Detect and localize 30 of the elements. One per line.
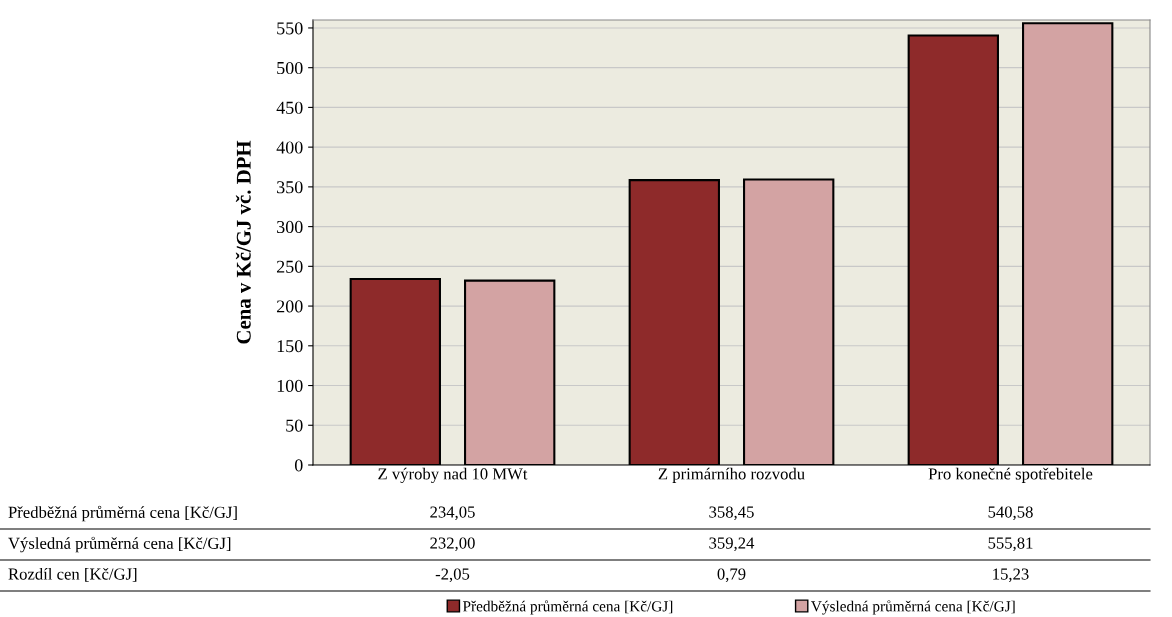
data-label: 359,24 [709, 537, 755, 552]
data-label: 234,05 [430, 506, 475, 521]
x-tick-label: Pro konečné spotřebitele [928, 467, 1093, 483]
x-tick-label: Z výroby nad 10 MWt [378, 467, 528, 483]
y-axis-title: Cena v Kč/GJ vč. DPH [235, 140, 251, 344]
text: 15,23 [993, 568, 1029, 583]
text: Výsledná průměrná cena [Kč/GJ] [8, 536, 231, 553]
text: Rozdíl cen [Kč/GJ] [8, 567, 137, 582]
y-tick-label: 550 [277, 22, 303, 35]
y-tick-label: 250 [276, 260, 303, 273]
y-tick-label: 300 [277, 220, 303, 234]
y-tick-label: 450 [276, 101, 303, 114]
data-label: 358,45 [709, 506, 754, 521]
y-tick-label: 100 [277, 379, 303, 392]
text: 0,79 [717, 568, 746, 583]
data-label: 555,81 [988, 537, 1033, 552]
y-tick-label: 0 [294, 459, 303, 472]
legend-label: Předběžná průměrná cena [Kč/GJ] [462, 600, 673, 615]
text: -2,05 [435, 568, 470, 583]
legend-label: Výsledná průměrná cena [Kč/GJ] [811, 600, 1015, 615]
y-tick-label: 350 [277, 181, 303, 194]
y-tick-label: 150 [277, 340, 303, 353]
y-tick-label: 200 [276, 300, 303, 313]
data-label: 232,00 [430, 537, 475, 552]
text: Předběžná průměrná cena [Kč/GJ] [8, 505, 237, 522]
x-tick-label: Z primárního rozvodu [658, 467, 805, 483]
data-label: 540,58 [988, 506, 1033, 521]
y-tick-label: 400 [276, 141, 303, 154]
y-tick-label: 50 [286, 419, 303, 432]
y-tick-label: 500 [277, 61, 303, 75]
